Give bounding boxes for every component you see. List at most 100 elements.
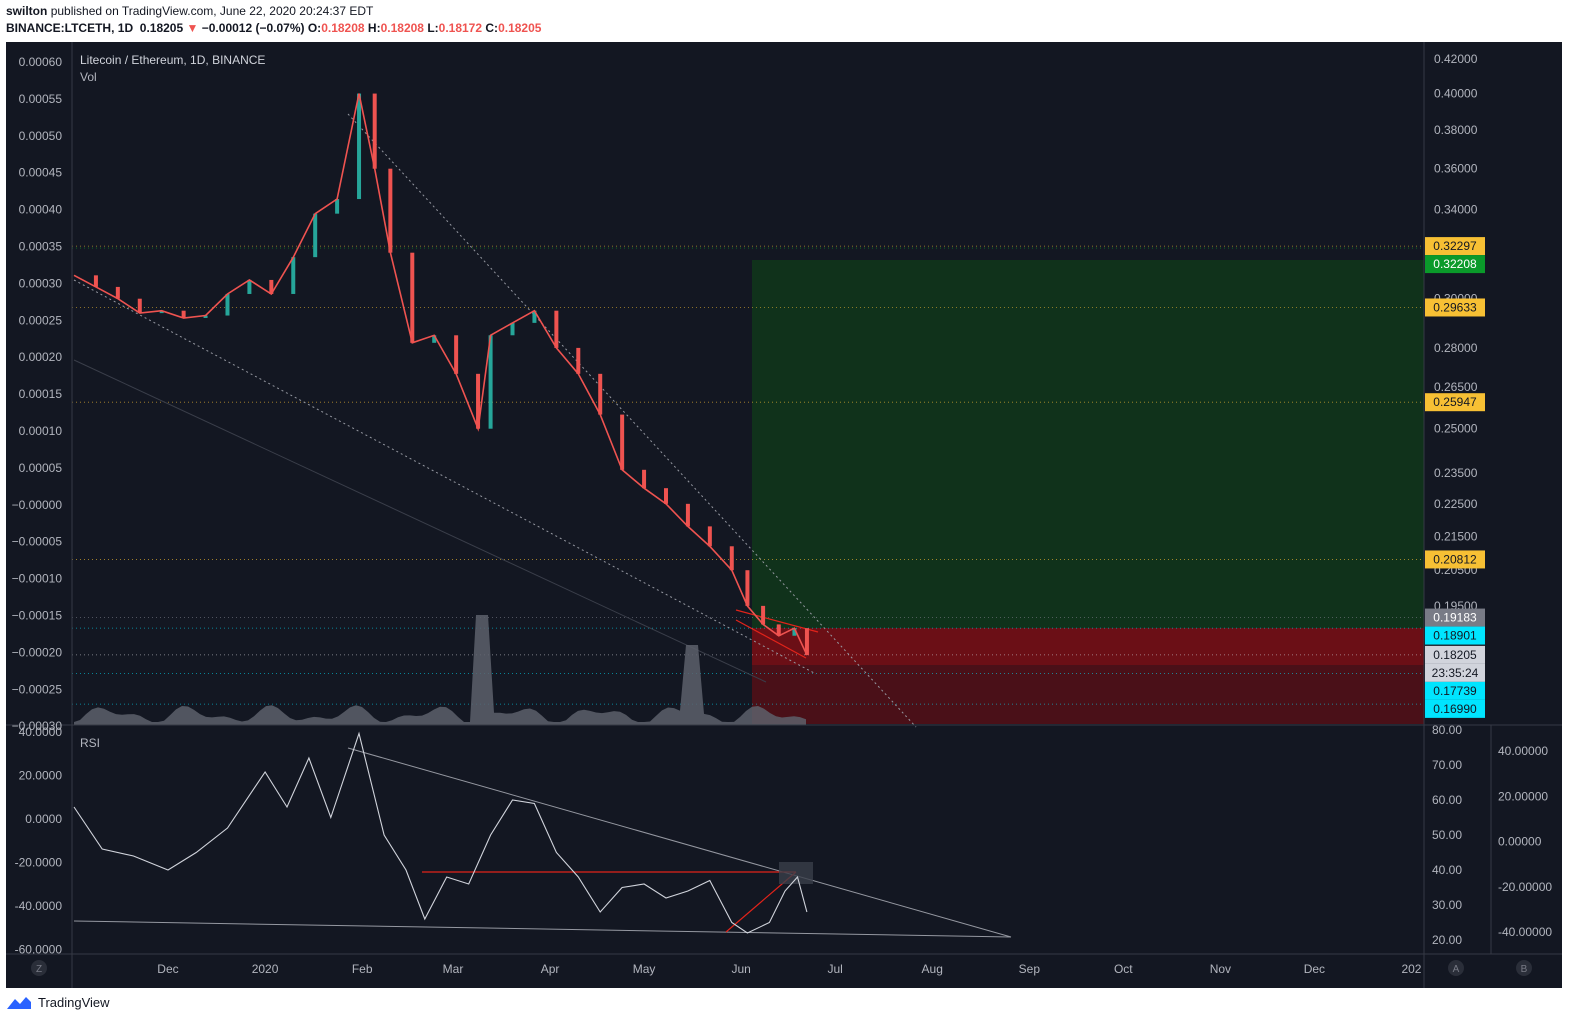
price-badge-label: 0.29633 bbox=[1433, 300, 1477, 314]
author-name[interactable]: swilton bbox=[6, 4, 48, 18]
candle[interactable] bbox=[269, 279, 274, 294]
rsi-left-axis[interactable]: 40.0000 20.0000 0.0000 -20.0000 -40.0000 -60.… bbox=[15, 725, 63, 957]
price-badge-label: 0.17739 bbox=[1433, 684, 1477, 698]
candle[interactable] bbox=[93, 275, 98, 287]
price-badge bbox=[1425, 681, 1485, 700]
open-label: O: bbox=[307, 21, 322, 35]
time-axis[interactable]: Dec 2020 Feb Mar Apr May Jun Jul Aug Sep Oct Nov Dec… bbox=[157, 962, 1422, 976]
rsi-right-tick: -40.00000 bbox=[1498, 925, 1552, 939]
rsi-scale-tick: 60.00 bbox=[1432, 793, 1462, 807]
time-axis-label: Dec bbox=[1304, 962, 1325, 976]
target-zone[interactable] bbox=[752, 260, 1424, 628]
candle[interactable] bbox=[792, 628, 797, 636]
footer-brand[interactable]: TradingView bbox=[38, 994, 110, 1010]
candle[interactable] bbox=[181, 310, 186, 318]
upper-trendline[interactable] bbox=[347, 113, 917, 728]
time-axis-label: Aug bbox=[922, 962, 943, 976]
left-axis-tick: −0.00025 bbox=[12, 682, 63, 696]
rsi-right-axis[interactable]: 40.00000 20.00000 0.00000 -20.00000 -40.0000… bbox=[1498, 744, 1552, 939]
candle[interactable] bbox=[137, 298, 142, 314]
price-series[interactable] bbox=[73, 93, 808, 656]
candle[interactable] bbox=[432, 335, 437, 343]
price-badge-label: 0.20812 bbox=[1433, 552, 1477, 566]
candle[interactable] bbox=[642, 469, 647, 489]
candle[interactable] bbox=[707, 526, 712, 547]
close-value: 0.18205 bbox=[498, 21, 542, 35]
rsi-left-tick: -20.0000 bbox=[15, 856, 63, 870]
rsi-series[interactable] bbox=[73, 731, 808, 934]
candle[interactable] bbox=[454, 335, 459, 374]
candle[interactable] bbox=[804, 628, 809, 656]
main-pane-title: Litecoin / Ethereum, 1D, BINANCE bbox=[80, 53, 265, 67]
candle[interactable] bbox=[476, 373, 481, 429]
price-badges: 0.32297 0.32208 0.29633 0.25947 0.20812 0.191… bbox=[1425, 237, 1485, 718]
auto-scale-button[interactable]: A bbox=[1448, 960, 1464, 976]
corner-left-label: Z bbox=[36, 964, 42, 975]
candle[interactable] bbox=[776, 624, 781, 636]
price-badge bbox=[1425, 298, 1485, 317]
price-badge-label: 0.32297 bbox=[1433, 239, 1477, 253]
candle[interactable] bbox=[203, 315, 208, 318]
candle[interactable] bbox=[510, 322, 515, 336]
corner-left-button[interactable]: Z bbox=[31, 960, 47, 976]
candle[interactable] bbox=[225, 293, 230, 316]
candle[interactable] bbox=[598, 373, 603, 415]
candle[interactable] bbox=[291, 257, 296, 294]
candle[interactable] bbox=[532, 310, 537, 323]
rsi-upper-trendline[interactable] bbox=[347, 747, 1012, 938]
rsi-highlight-box[interactable] bbox=[779, 862, 813, 884]
candle[interactable] bbox=[745, 570, 750, 606]
candle[interactable] bbox=[761, 605, 766, 625]
time-axis-label: Apr bbox=[541, 962, 560, 976]
time-axis-label: Jun bbox=[731, 962, 750, 976]
candle[interactable] bbox=[554, 310, 559, 348]
stop-zone[interactable] bbox=[752, 665, 1424, 724]
candle[interactable] bbox=[576, 347, 581, 374]
rsi-right-tick: 20.00000 bbox=[1498, 789, 1548, 803]
rsi-left-tick: 40.0000 bbox=[19, 725, 63, 739]
price-badge-label: 23:35:24 bbox=[1432, 666, 1479, 680]
left-axis-tick: −0.00005 bbox=[12, 535, 63, 549]
rsi-left-tick: 20.0000 bbox=[19, 769, 63, 783]
candle[interactable] bbox=[159, 310, 164, 314]
candle[interactable] bbox=[729, 546, 734, 571]
red-trendline-top[interactable] bbox=[735, 609, 819, 633]
left-price-axis[interactable]: 0.00060 0.00055 0.00050 0.00045 0.00040 0.000… bbox=[12, 55, 63, 733]
right-price-axis[interactable]: 0.420000.400000.380000.360000.340000.300… bbox=[1434, 52, 1478, 613]
candle[interactable] bbox=[410, 252, 415, 343]
candle[interactable] bbox=[335, 199, 340, 214]
candle[interactable] bbox=[488, 335, 493, 429]
rsi-lower-trendline[interactable] bbox=[73, 920, 1012, 938]
scale-b-label: B bbox=[1521, 964, 1528, 975]
price-badge-label: 0.25947 bbox=[1433, 395, 1477, 409]
candle[interactable] bbox=[313, 213, 318, 258]
right-axis-tick: 0.36000 bbox=[1434, 162, 1478, 176]
entry-zone[interactable] bbox=[752, 628, 1424, 665]
last-price: 0.18205 bbox=[139, 21, 184, 35]
change-down-icon: ▼ bbox=[186, 21, 199, 35]
price-badge bbox=[1425, 237, 1485, 256]
left-axis-tick: 0.00005 bbox=[19, 461, 63, 475]
candle[interactable] bbox=[663, 488, 668, 504]
lower-trendline[interactable] bbox=[73, 279, 817, 675]
price-badge bbox=[1425, 663, 1485, 682]
candle[interactable] bbox=[685, 503, 690, 527]
right-axis-tick: 0.42000 bbox=[1434, 52, 1478, 66]
candle[interactable] bbox=[372, 93, 377, 169]
price-badge bbox=[1425, 255, 1485, 274]
candle[interactable] bbox=[388, 168, 393, 253]
candle[interactable] bbox=[247, 279, 252, 294]
rsi-right-tick: 40.00000 bbox=[1498, 744, 1548, 758]
rsi-scale-tick: 40.00 bbox=[1432, 863, 1462, 877]
candle[interactable] bbox=[620, 414, 625, 470]
red-trendline-bottom[interactable] bbox=[735, 619, 807, 659]
left-axis-tick: 0.00025 bbox=[19, 313, 63, 327]
right-axis-tick: 0.38000 bbox=[1434, 123, 1478, 137]
candle[interactable] bbox=[357, 93, 362, 200]
candle[interactable] bbox=[115, 286, 120, 299]
chart-svg[interactable]: Litecoin / Ethereum, 1D, BINANCE Vol RSI… bbox=[6, 42, 1562, 988]
scale-b-button[interactable]: B bbox=[1516, 960, 1532, 976]
rsi-scale-axis[interactable]: 80.00 70.00 60.00 50.00 40.00 30.00 20.00 bbox=[1432, 723, 1462, 947]
rsi-scale-tick: 70.00 bbox=[1432, 758, 1462, 772]
time-axis-label: 2020 bbox=[252, 962, 279, 976]
